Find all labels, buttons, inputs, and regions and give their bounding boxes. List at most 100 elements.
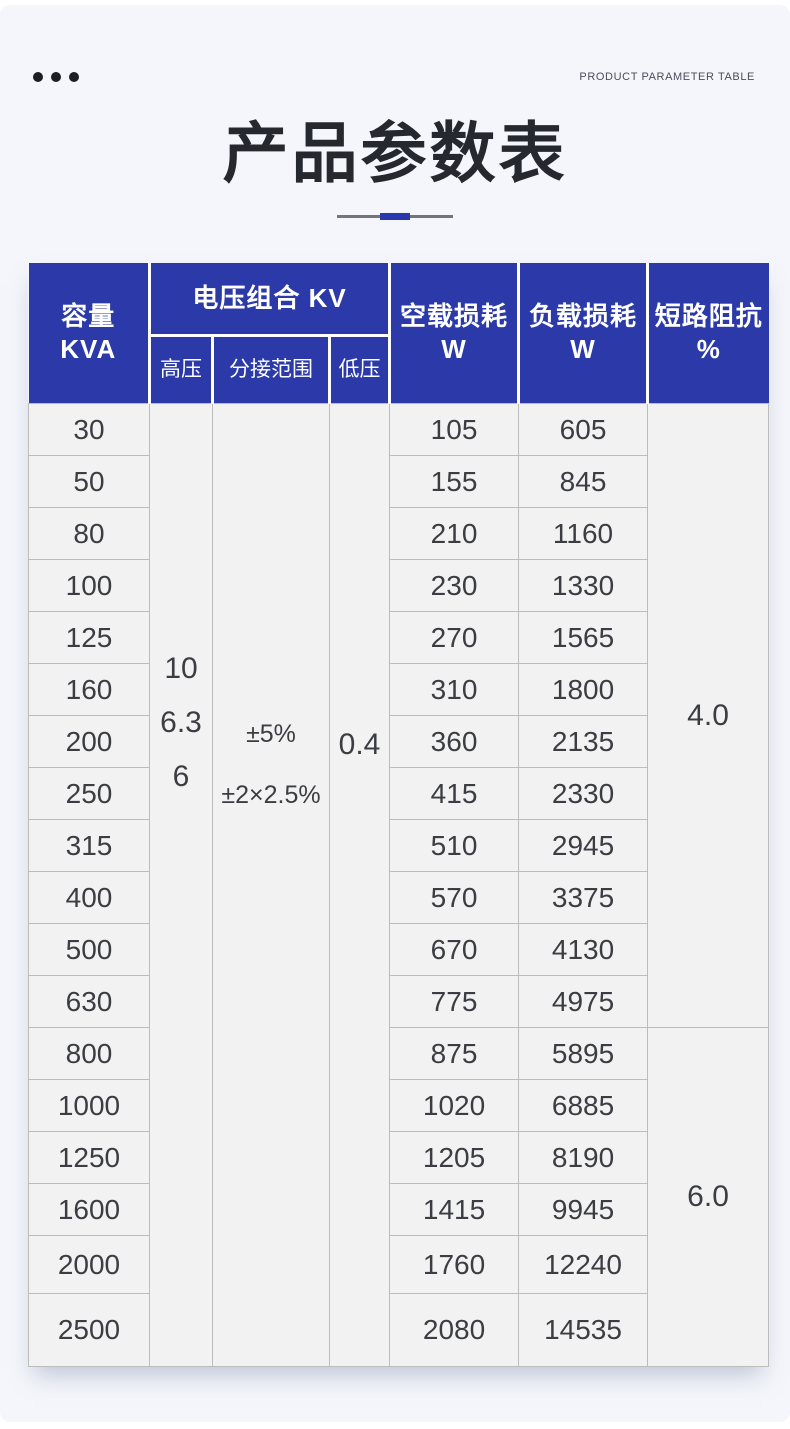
- header-capacity-line2: KVA: [60, 333, 117, 364]
- top-bar: PRODUCT PARAMETER TABLE: [0, 5, 790, 83]
- capacity-cell: 1600: [28, 1183, 150, 1237]
- load-loss-cell: 2945: [518, 819, 649, 873]
- table-row: 315 510 2945: [28, 819, 769, 873]
- page-title: 产品参数表: [222, 116, 568, 190]
- no-load-loss-cell: 510: [389, 819, 520, 873]
- load-loss-cell: 605: [518, 403, 649, 457]
- header-load-loss: 负载损耗 W: [517, 262, 650, 404]
- header-capacity-line1: 容量: [61, 301, 116, 332]
- tap-range-value: ±5%: [246, 720, 296, 749]
- capacity-cell: 200: [28, 715, 150, 769]
- load-loss-cell: 3375: [518, 871, 649, 925]
- load-loss-cell: 6885: [518, 1079, 649, 1133]
- table-header: 容量 KVA 电压组合 KV 空载损耗 W 负载损耗 W 短路阻抗 %: [28, 262, 769, 404]
- capacity-cell: 100: [28, 559, 150, 613]
- table-row: 160 310 1800: [28, 663, 769, 717]
- no-load-loss-cell: 1415: [389, 1183, 520, 1237]
- load-loss-cell: 5895: [518, 1027, 649, 1081]
- capacity-cell: 250: [28, 767, 150, 821]
- header-tap-range: 分接范围: [211, 334, 331, 404]
- no-load-loss-cell: 360: [389, 715, 520, 769]
- header-load-loss-line1: 负载损耗: [529, 301, 638, 332]
- capacity-cell: 500: [28, 923, 150, 977]
- table-row: 80 210 1160: [28, 507, 769, 561]
- table-row: 800 875 5895 6.0: [28, 1027, 770, 1368]
- header-impedance: 短路阻抗 %: [646, 262, 769, 404]
- subtitle-english: PRODUCT PARAMETER TABLE: [579, 71, 755, 83]
- capacity-cell: 80: [28, 507, 150, 561]
- capacity-cell: 1000: [28, 1079, 150, 1133]
- header-high-voltage: 高压: [149, 334, 214, 404]
- no-load-loss-cell: 1760: [389, 1235, 520, 1295]
- no-load-loss-cell: 270: [389, 611, 520, 665]
- tap-range-merged-cell: ±5% ±2×2.5%: [212, 403, 330, 1368]
- load-loss-cell: 12240: [518, 1235, 649, 1295]
- capacity-cell: 50: [28, 455, 150, 509]
- page-card: PRODUCT PARAMETER TABLE 产品参数表 容量 KVA 电压组…: [0, 5, 790, 1422]
- title-divider: [337, 212, 453, 221]
- tap-range-value: ±2×2.5%: [221, 781, 321, 810]
- dot-icon: [51, 72, 61, 82]
- header-no-load-loss-line1: 空载损耗: [400, 301, 509, 332]
- no-load-loss-cell: 155: [389, 455, 520, 509]
- impedance-cell: 4.0: [647, 403, 770, 1029]
- table-row: 200 360 2135: [28, 715, 769, 769]
- no-load-loss-cell: 775: [389, 975, 520, 1029]
- load-loss-cell: 1565: [518, 611, 649, 665]
- no-load-loss-cell: 875: [389, 1027, 520, 1081]
- table-row: 50 155 845: [28, 455, 769, 509]
- table-row: 500 670 4130: [28, 923, 769, 977]
- table-row: 2000 1760 12240: [28, 1235, 769, 1295]
- table-row: 125 270 1565: [28, 611, 769, 665]
- capacity-cell: 160: [28, 663, 150, 717]
- dot-icon: [33, 72, 43, 82]
- no-load-loss-cell: 670: [389, 923, 520, 977]
- no-load-loss-cell: 415: [389, 767, 520, 821]
- load-loss-cell: 1800: [518, 663, 649, 717]
- capacity-cell: 315: [28, 819, 150, 873]
- load-loss-cell: 14535: [518, 1293, 649, 1368]
- table-row: 250 415 2330: [28, 767, 769, 821]
- capacity-cell: 630: [28, 975, 150, 1029]
- load-loss-cell: 2135: [518, 715, 649, 769]
- dot-icon: [69, 72, 79, 82]
- header-no-load-loss-line2: W: [441, 333, 467, 364]
- load-loss-cell: 8190: [518, 1131, 649, 1185]
- no-load-loss-cell: 105: [389, 403, 520, 457]
- low-voltage-merged-cell: 0.4: [328, 403, 391, 1368]
- high-voltage-value: 6: [172, 760, 190, 794]
- divider-accent-icon: [380, 212, 410, 220]
- menu-dots-icon: [33, 72, 79, 82]
- no-load-loss-cell: 570: [389, 871, 520, 925]
- table-row: 100 230 1330: [28, 559, 769, 613]
- table-row: 1600 1415 9945: [28, 1183, 769, 1237]
- spec-table-wrap: 容量 KVA 电压组合 KV 空载损耗 W 负载损耗 W 短路阻抗 %: [28, 262, 770, 1368]
- capacity-cell: 125: [28, 611, 150, 665]
- no-load-loss-cell: 230: [389, 559, 520, 613]
- table-row: 1250 1205 8190: [28, 1131, 769, 1185]
- header-impedance-line2: %: [696, 333, 721, 364]
- load-loss-cell: 4130: [518, 923, 649, 977]
- capacity-cell: 1250: [28, 1131, 150, 1185]
- no-load-loss-cell: 2080: [389, 1293, 520, 1368]
- table-body: 30 10 6.3 6 ±5% ±2×2.5% 0.4 105 605 4.0 50 155 845 80…: [28, 403, 770, 1368]
- header-impedance-line1: 短路阻抗: [654, 301, 763, 332]
- table-row: 630 775 4975: [28, 975, 769, 1029]
- load-loss-cell: 1330: [518, 559, 649, 613]
- high-voltage-value: 6.3: [160, 706, 202, 740]
- table-row: 2500 2080 14535: [28, 1293, 769, 1368]
- no-load-loss-cell: 1205: [389, 1131, 520, 1185]
- header-no-load-loss: 空载损耗 W: [388, 262, 521, 404]
- no-load-loss-cell: 1020: [389, 1079, 520, 1133]
- header-low-voltage: 低压: [327, 334, 390, 404]
- load-loss-cell: 4975: [518, 975, 649, 1029]
- no-load-loss-cell: 210: [389, 507, 520, 561]
- load-loss-cell: 1160: [518, 507, 649, 561]
- table-row: 30 10 6.3 6 ±5% ±2×2.5% 0.4 105 605 4.0: [28, 403, 770, 1368]
- load-loss-cell: 2330: [518, 767, 649, 821]
- capacity-cell: 2500: [28, 1293, 150, 1368]
- load-loss-cell: 9945: [518, 1183, 649, 1237]
- high-voltage-merged-cell: 10 6.3 6: [149, 403, 213, 1368]
- header-voltage-combo: 电压组合 KV: [147, 262, 392, 336]
- capacity-cell: 2000: [28, 1235, 150, 1295]
